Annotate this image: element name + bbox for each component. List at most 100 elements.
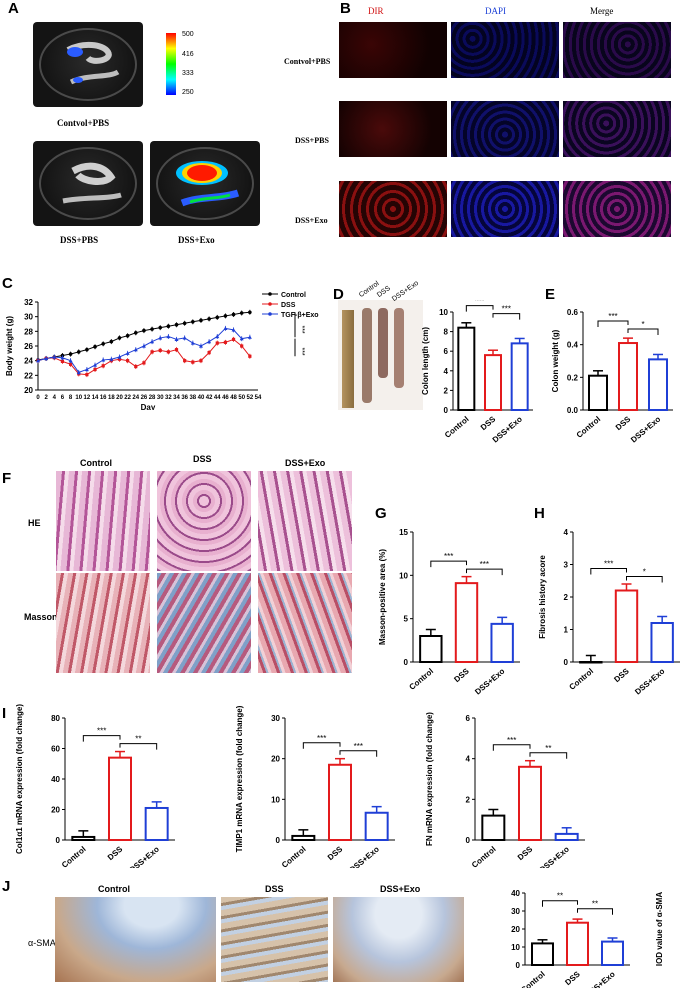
data-point <box>207 339 212 344</box>
x-tick-label: 52 <box>247 395 254 401</box>
y-tick-label: 4 <box>444 367 449 376</box>
bar-dss-exo <box>144 806 169 841</box>
sig-bracket-1 <box>302 742 341 749</box>
x-axis-label: Day <box>141 403 156 410</box>
y-tick-label: 0 <box>564 658 569 667</box>
y-tick-label: 28 <box>24 327 33 336</box>
scale-label-250: 250 <box>182 89 194 96</box>
data-point <box>247 335 252 339</box>
label-dss-exo: DSS+Exo <box>178 235 215 245</box>
y-tick-label: 10 <box>439 308 448 317</box>
data-point <box>215 334 220 339</box>
data-point <box>166 350 170 354</box>
data-point <box>44 356 49 361</box>
x-tick-label: 44 <box>214 395 221 401</box>
fluor-merge-control <box>563 22 671 78</box>
colon-dss-exo <box>394 308 404 388</box>
x-tick-label: 50 <box>238 395 245 401</box>
y-tick-label: 5 <box>404 615 409 624</box>
x-tick-label: 46 <box>222 395 229 401</box>
data-point <box>85 347 89 352</box>
fluor-merge-dss <box>563 101 671 157</box>
fluor-dir-exo <box>339 181 447 237</box>
x-category-label: DSS+Exo <box>629 415 662 445</box>
y-tick-label: 10 <box>399 571 408 580</box>
col-header-dapi: DAPI <box>485 6 507 16</box>
data-point <box>101 357 106 362</box>
x-tick-label: 32 <box>165 395 172 401</box>
data-point <box>158 325 163 330</box>
data-point <box>215 315 220 320</box>
fluor-merge-exo <box>563 181 671 237</box>
chart-j-iod: 0 10 20 30 40 Control DSS DSS+Exo ** ** IOD value … <box>511 889 664 988</box>
y-tick-label: 40 <box>511 889 520 898</box>
y-tick-label: 6 <box>466 714 471 723</box>
y-tick-label: 0.0 <box>567 406 579 415</box>
bar-control <box>588 374 608 411</box>
histo-masson-exo <box>258 573 352 673</box>
x-tick-label: 26 <box>141 395 148 401</box>
data-point <box>207 317 211 321</box>
x-tick-label: 18 <box>108 395 115 401</box>
x-tick-label: 22 <box>124 395 131 401</box>
data-point <box>93 367 97 372</box>
histo-col-dss: DSS <box>193 454 212 464</box>
sig-bracket-1 <box>430 560 467 568</box>
sig-label-2: * <box>643 568 646 577</box>
x-category-label: DSS <box>612 666 631 684</box>
x-category-label: DSS <box>326 844 345 862</box>
data-point <box>191 320 195 324</box>
bar-dss <box>518 765 542 841</box>
ivis-dish-control <box>33 22 143 107</box>
label-dss-pbs: DSS+PBS <box>60 235 99 245</box>
x-category-label: Control <box>60 845 88 868</box>
y-tick-label: 0 <box>466 836 471 845</box>
data-point <box>93 344 97 349</box>
panel-letter-j: J <box>2 878 11 895</box>
row-label-dss-pbs: DSS+PBS <box>295 136 329 145</box>
y-tick-label: 30 <box>271 714 280 723</box>
y-tick-label: 1 <box>564 626 569 635</box>
data-point <box>174 337 179 341</box>
sig-bracket-2 <box>577 908 613 915</box>
y-tick-label: 0.2 <box>567 373 579 382</box>
bar-dss-exo <box>601 940 624 966</box>
bar-dss <box>108 756 132 841</box>
x-category-label: Control <box>519 970 547 988</box>
panel-letter-c: C <box>2 275 13 292</box>
bar-dss-exo <box>490 622 514 664</box>
sig-bracket-1 <box>465 305 494 312</box>
x-tick-label: 30 <box>157 395 164 401</box>
y-tick-label: 80 <box>51 714 60 723</box>
bar-control <box>71 835 96 841</box>
data-point <box>223 314 228 318</box>
data-point <box>215 341 219 345</box>
x-tick-label: 28 <box>149 395 156 401</box>
ihc-col-control: Control <box>98 884 130 894</box>
bar-dss-exo <box>510 342 529 411</box>
x-tick-label: 6 <box>61 395 65 401</box>
x-category-label: Control <box>568 667 596 692</box>
y-axis-label: Masson-positive area (%) <box>378 549 387 645</box>
sig-label-2: *** <box>298 347 305 355</box>
bar-dss-exo <box>650 622 674 663</box>
y-tick-label: 40 <box>51 775 60 784</box>
x-category-label: DSS+Exo <box>128 845 161 868</box>
x-tick-label: 20 <box>116 395 123 401</box>
x-category-label: DSS+Exo <box>633 667 666 697</box>
y-tick-label: 20 <box>511 925 520 934</box>
histo-row-he: HE <box>28 518 41 528</box>
y-axis-label: Colon length (cm) <box>421 327 430 395</box>
row-label-control-pbs: Contvol+PBS <box>284 57 331 66</box>
x-category-label: DSS <box>479 414 498 432</box>
scale-label-500: 500 <box>182 31 194 38</box>
x-category-label: DSS <box>106 844 125 862</box>
data-point <box>60 355 65 360</box>
panel-letter-b: B <box>340 0 351 17</box>
scale-label-416: 416 <box>182 51 194 58</box>
legend-marker <box>268 302 272 306</box>
ihc-row-asma: α-SMA <box>28 938 56 948</box>
